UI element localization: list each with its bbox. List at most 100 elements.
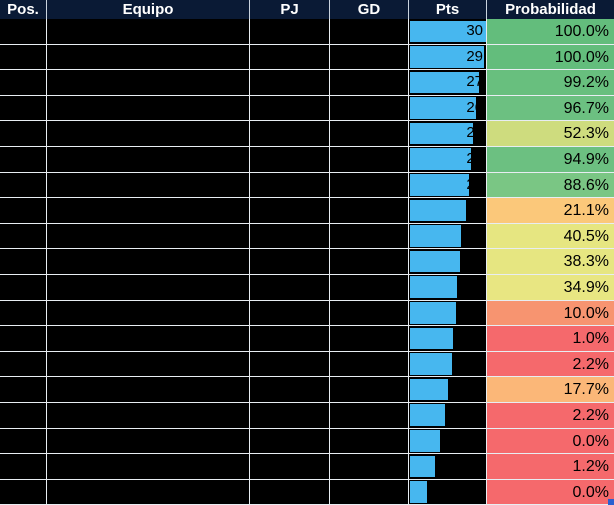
cell-equipo[interactable]: [47, 326, 250, 351]
cell-pj[interactable]: [250, 198, 330, 223]
table-row[interactable]: 7 0.0%: [0, 479, 614, 505]
cell-probabilidad[interactable]: 0.0%: [487, 428, 614, 454]
cell-equipo[interactable]: [47, 479, 250, 505]
column-header-pts[interactable]: Pts: [409, 0, 487, 19]
selection-fill-handle[interactable]: [608, 499, 614, 505]
table-row[interactable]: 12 0.0%: [0, 428, 614, 455]
cell-pts[interactable]: 30: [409, 19, 487, 44]
cell-gd[interactable]: [330, 121, 409, 146]
table-row[interactable]: 19 10.0%: [0, 300, 614, 327]
cell-gd[interactable]: [330, 454, 409, 479]
column-header-gd[interactable]: GD: [330, 0, 409, 19]
cell-gd[interactable]: [330, 70, 409, 95]
cell-probabilidad[interactable]: 1.0%: [487, 326, 614, 351]
cell-pts[interactable]: 12: [409, 428, 487, 454]
table-row[interactable]: 17 1.0%: [0, 326, 614, 352]
cell-probabilidad[interactable]: 38.3%: [487, 249, 614, 274]
cell-gd[interactable]: [330, 19, 409, 44]
cell-pos[interactable]: [0, 95, 47, 121]
cell-equipo[interactable]: [47, 377, 250, 402]
cell-pts[interactable]: 15: [409, 377, 487, 402]
table-row[interactable]: 19 34.9%: [0, 274, 614, 301]
cell-probabilidad[interactable]: 0.0%: [487, 479, 614, 505]
cell-pos[interactable]: [0, 121, 47, 146]
table-row[interactable]: 27 99.2%: [0, 70, 614, 96]
cell-pj[interactable]: [250, 479, 330, 505]
cell-equipo[interactable]: [47, 223, 250, 249]
cell-gd[interactable]: [330, 377, 409, 402]
cell-gd[interactable]: [330, 95, 409, 121]
cell-pj[interactable]: [250, 402, 330, 428]
cell-pj[interactable]: [250, 95, 330, 121]
cell-probabilidad[interactable]: 2.2%: [487, 402, 614, 428]
cell-pj[interactable]: [250, 300, 330, 326]
cell-equipo[interactable]: [47, 146, 250, 172]
cell-gd[interactable]: [330, 326, 409, 351]
cell-pj[interactable]: [250, 44, 330, 70]
cell-pos[interactable]: [0, 479, 47, 505]
cell-pos[interactable]: [0, 300, 47, 326]
cell-probabilidad[interactable]: 96.7%: [487, 95, 614, 121]
cell-equipo[interactable]: [47, 274, 250, 300]
table-row[interactable]: 30 100.0%: [0, 19, 614, 45]
cell-pos[interactable]: [0, 19, 47, 44]
cell-gd[interactable]: [330, 351, 409, 377]
cell-probabilidad[interactable]: 17.7%: [487, 377, 614, 402]
cell-pts[interactable]: 19: [409, 274, 487, 300]
table-row[interactable]: 22 21.1%: [0, 198, 614, 224]
cell-pts[interactable]: 17: [409, 351, 487, 377]
table-row[interactable]: 10 1.2%: [0, 454, 614, 480]
cell-equipo[interactable]: [47, 95, 250, 121]
cell-probabilidad[interactable]: 21.1%: [487, 198, 614, 223]
cell-pj[interactable]: [250, 274, 330, 300]
cell-gd[interactable]: [330, 479, 409, 505]
cell-pj[interactable]: [250, 454, 330, 479]
cell-equipo[interactable]: [47, 198, 250, 223]
cell-equipo[interactable]: [47, 121, 250, 146]
cell-pj[interactable]: [250, 326, 330, 351]
cell-probabilidad[interactable]: 52.3%: [487, 121, 614, 146]
column-header-equipo[interactable]: Equipo: [47, 0, 250, 19]
cell-equipo[interactable]: [47, 351, 250, 377]
cell-gd[interactable]: [330, 249, 409, 274]
cell-gd[interactable]: [330, 198, 409, 223]
column-header-pj[interactable]: PJ: [250, 0, 330, 19]
cell-pos[interactable]: [0, 377, 47, 402]
cell-pts[interactable]: 26: [409, 95, 487, 121]
cell-pj[interactable]: [250, 428, 330, 454]
table-row[interactable]: 23 88.6%: [0, 172, 614, 199]
cell-pos[interactable]: [0, 326, 47, 351]
cell-pos[interactable]: [0, 428, 47, 454]
cell-equipo[interactable]: [47, 249, 250, 274]
table-row[interactable]: 14 2.2%: [0, 402, 614, 429]
table-row[interactable]: 29 100.0%: [0, 44, 614, 71]
cell-probabilidad[interactable]: 99.2%: [487, 70, 614, 95]
cell-pos[interactable]: [0, 351, 47, 377]
cell-gd[interactable]: [330, 402, 409, 428]
cell-pts[interactable]: 7: [409, 479, 487, 505]
cell-pts[interactable]: 29: [409, 44, 487, 70]
cell-probabilidad[interactable]: 10.0%: [487, 300, 614, 326]
table-row[interactable]: 25 52.3%: [0, 121, 614, 147]
cell-pj[interactable]: [250, 249, 330, 274]
cell-equipo[interactable]: [47, 172, 250, 198]
table-row[interactable]: 20 38.3%: [0, 249, 614, 275]
cell-pts[interactable]: 14: [409, 402, 487, 428]
cell-gd[interactable]: [330, 274, 409, 300]
cell-gd[interactable]: [330, 146, 409, 172]
cell-pts[interactable]: 10: [409, 454, 487, 479]
table-row[interactable]: 24 94.9%: [0, 146, 614, 173]
cell-pos[interactable]: [0, 146, 47, 172]
cell-gd[interactable]: [330, 223, 409, 249]
cell-pj[interactable]: [250, 223, 330, 249]
cell-equipo[interactable]: [47, 428, 250, 454]
cell-pj[interactable]: [250, 351, 330, 377]
cell-probabilidad[interactable]: 88.6%: [487, 172, 614, 198]
cell-pos[interactable]: [0, 249, 47, 274]
cell-pts[interactable]: 23: [409, 172, 487, 198]
table-row[interactable]: 15 17.7%: [0, 377, 614, 403]
cell-equipo[interactable]: [47, 70, 250, 95]
cell-equipo[interactable]: [47, 300, 250, 326]
cell-probabilidad[interactable]: 100.0%: [487, 19, 614, 44]
column-header-pos[interactable]: Pos.: [0, 0, 47, 19]
